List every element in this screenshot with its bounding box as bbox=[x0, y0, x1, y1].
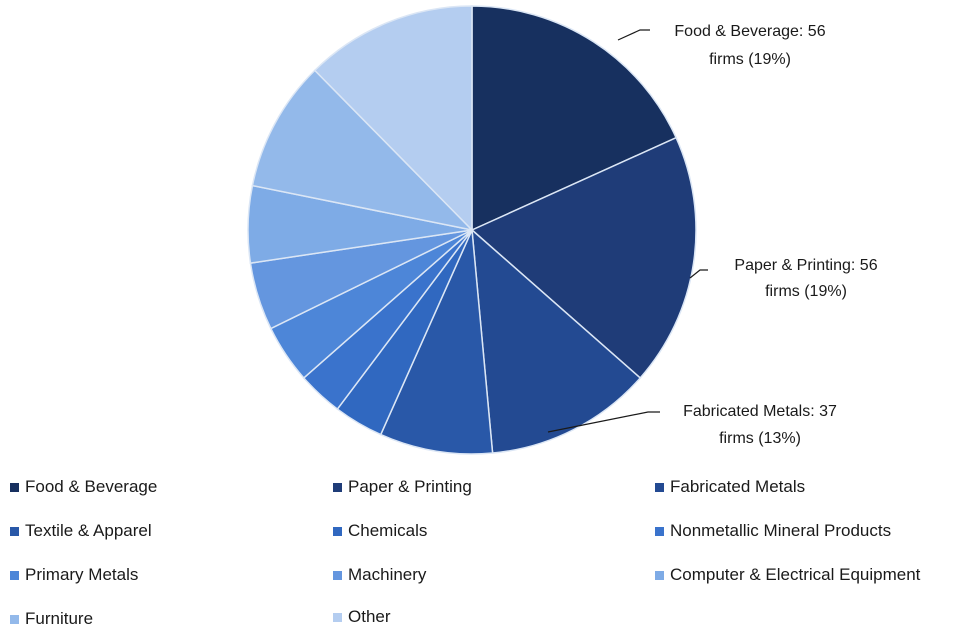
leader-line-food-beverage bbox=[617, 29, 650, 41]
legend-swatch bbox=[655, 570, 664, 580]
pie-slice-paper-printing bbox=[470, 136, 697, 380]
legend-label: Machinery bbox=[348, 565, 427, 584]
legend-item-paper-printing: Paper & Printing bbox=[333, 477, 472, 497]
callout-food-beverage-line1: Food & Beverage: 56 bbox=[674, 23, 825, 40]
legend-item-primary-metals: Primary Metals bbox=[10, 565, 138, 585]
legend-item-nonmetallic-mineral-products: Nonmetallic Mineral Products bbox=[655, 521, 891, 541]
legend-label: Computer & Electrical Equipment bbox=[670, 565, 921, 584]
legend-swatch bbox=[655, 482, 664, 492]
callout-fabricated-metals-line1: Fabricated Metals: 37 bbox=[683, 403, 837, 420]
legend-item-other: Other bbox=[333, 607, 391, 627]
legend-item-textile-apparel: Textile & Apparel bbox=[10, 521, 152, 541]
legend-label: Paper & Printing bbox=[348, 477, 472, 496]
legend-label: Furniture bbox=[25, 609, 94, 628]
legend-item-fabricated-metals: Fabricated Metals bbox=[655, 477, 805, 497]
pie-slice-food-beverage bbox=[471, 5, 678, 232]
legend-label: Chemicals bbox=[348, 521, 428, 540]
callout-food-beverage-line2: firms (19%) bbox=[709, 51, 791, 68]
legend-swatch bbox=[10, 482, 19, 492]
legend-swatch bbox=[333, 612, 342, 622]
legend-item-computer-electrical-equipment: Computer & Electrical Equipment bbox=[655, 565, 920, 585]
leader-line-paper-printing bbox=[689, 269, 708, 279]
legend-swatch bbox=[333, 570, 342, 580]
callout-fabricated-metals-line2: firms (13%) bbox=[719, 430, 801, 447]
legend-label: Textile & Apparel bbox=[25, 521, 152, 540]
legend-label: Fabricated Metals bbox=[670, 477, 806, 496]
legend-swatch bbox=[333, 482, 342, 492]
callout-group: Food & Beverage: 56 firms (19%) Paper & … bbox=[547, 23, 878, 447]
legend-item-chemicals: Chemicals bbox=[333, 521, 427, 541]
legend-item-machinery: Machinery bbox=[333, 565, 426, 585]
pie-slice-furniture bbox=[251, 69, 475, 232]
callout-paper-printing-line2: firms (19%) bbox=[765, 283, 847, 300]
callout-paper-printing-line1: Paper & Printing: 56 bbox=[734, 257, 877, 274]
pie-slice-other bbox=[313, 5, 473, 232]
legend-swatch bbox=[10, 526, 19, 536]
legend-item-food-beverage: Food & Beverage bbox=[10, 477, 157, 497]
legend-swatch bbox=[10, 570, 19, 580]
legend-label: Nonmetallic Mineral Products bbox=[670, 521, 892, 540]
legend-swatch bbox=[333, 526, 342, 536]
legend-label: Food & Beverage bbox=[25, 477, 158, 496]
pie-slices bbox=[247, 5, 697, 455]
legend-item-furniture: Furniture bbox=[10, 609, 93, 629]
pie-slice-textile-apparel bbox=[379, 227, 494, 455]
pie-slice-fabricated-metals bbox=[471, 228, 642, 454]
legend-swatch bbox=[10, 614, 19, 624]
legend-label: Primary Metals bbox=[25, 565, 139, 584]
legend-label: Other bbox=[348, 607, 391, 626]
legend-swatch bbox=[655, 526, 664, 536]
leader-line-fabricated-metals bbox=[547, 411, 660, 433]
